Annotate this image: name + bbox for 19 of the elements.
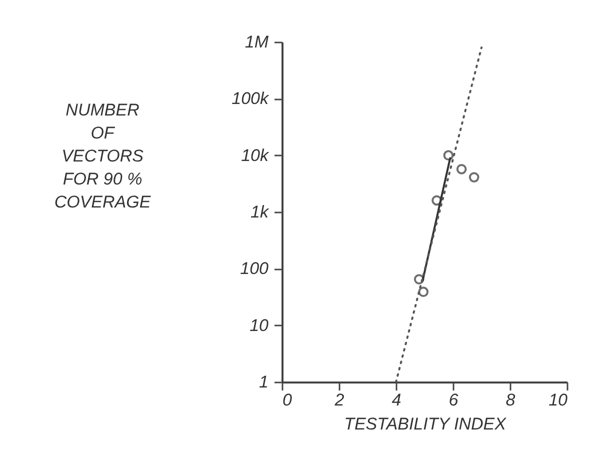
x-tick-label: 0	[282, 390, 292, 410]
point	[432, 195, 442, 206]
point	[468, 172, 480, 182]
x-tick-label: 6	[448, 390, 459, 410]
point	[418, 286, 429, 298]
x-tick-label: 10	[548, 390, 568, 410]
point	[456, 164, 467, 174]
y-tick-label: 100k	[232, 89, 270, 108]
y-tick-label: 10	[250, 316, 270, 335]
y-axis-title: NUMBER OF VECTORS FOR 90 % COVERAGE	[54, 100, 152, 212]
y-tick-label: 1M	[244, 32, 270, 52]
x-axis-title: TESTABILITY INDEX	[344, 414, 507, 434]
x-tick-label: 2	[334, 390, 345, 410]
y-tick-label: 10k	[241, 146, 270, 165]
y-tick-label: 100	[240, 259, 270, 278]
y-tick-label: 1	[259, 372, 268, 392]
x-tick-label: 8	[506, 390, 516, 410]
x-tick-label: 4	[392, 390, 402, 410]
y-tick-label: 1k	[250, 202, 270, 222]
